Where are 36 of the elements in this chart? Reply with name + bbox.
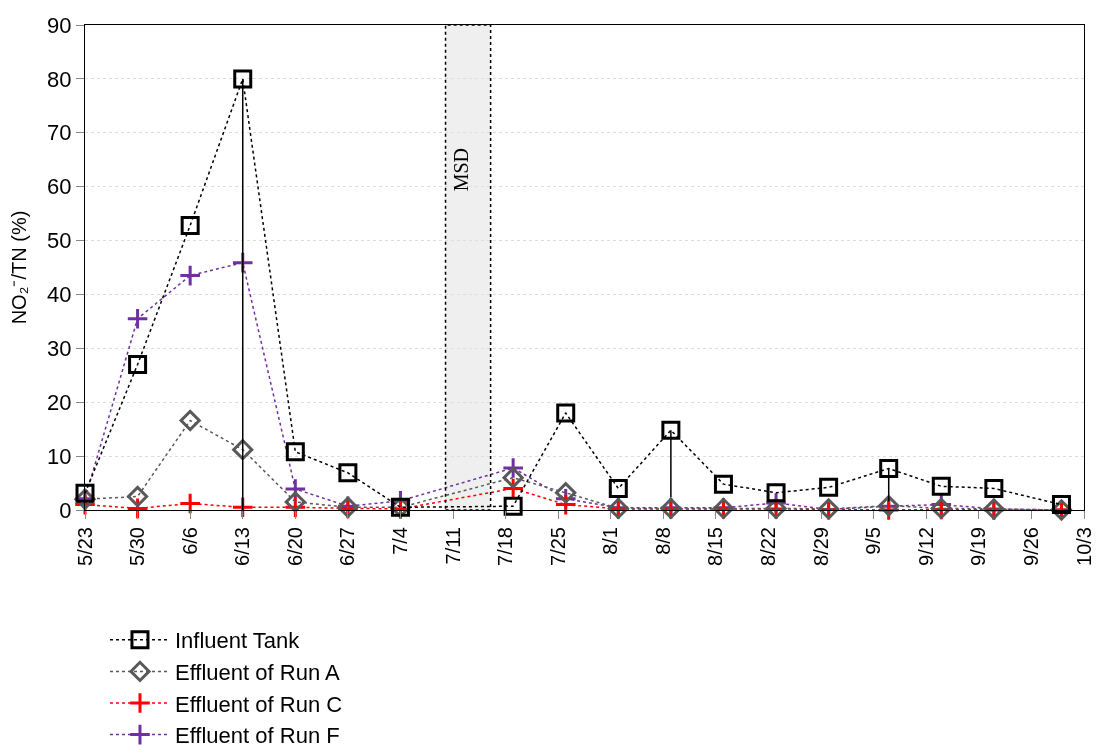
x-tick-label: 10/3 [1072, 527, 1095, 566]
x-tick-label: 6/27 [336, 527, 359, 566]
legend-label: Effluent of Run F [174, 723, 340, 749]
x-tick-label: 9/19 [967, 527, 990, 566]
x-tick-label: 5/23 [73, 527, 96, 566]
x-tick-label: 8/15 [704, 527, 727, 566]
x-tick-label: 5/30 [126, 527, 149, 566]
legend-label: Effluent of Run C [174, 691, 343, 717]
y-tick-label: 70 [47, 120, 72, 146]
x-tick-label: 6/6 [178, 527, 201, 555]
x-tick-label: 9/26 [1019, 527, 1042, 566]
y-tick-label: 80 [47, 66, 72, 92]
x-tick-label: 7/4 [388, 527, 411, 555]
x-tick-label: 8/8 [651, 527, 674, 555]
y-tick-label: 40 [47, 282, 72, 308]
x-tick-label: 8/1 [599, 527, 622, 555]
x-tick-label: 9/5 [862, 527, 885, 555]
y-axis-title: NO₂⁻/TN (%) [7, 210, 30, 325]
y-tick-label: 10 [47, 443, 72, 469]
y-tick-label: 30 [47, 336, 72, 362]
x-tick-label: 7/25 [546, 527, 569, 566]
x-tick-label: 6/20 [283, 527, 306, 566]
y-tick-label: 20 [47, 389, 72, 415]
legend-label: Effluent of Run A [174, 659, 341, 685]
y-tick-label: 90 [47, 12, 72, 38]
legend-label: Influent Tank [174, 628, 301, 654]
x-tick-label: 7/11 [441, 527, 464, 565]
x-tick-label: 8/29 [809, 527, 832, 566]
x-tick-label: 7/18 [494, 527, 517, 566]
y-tick-label: 60 [47, 174, 72, 200]
x-tick-label: 8/22 [757, 527, 780, 566]
x-tick-label: 9/12 [914, 527, 937, 566]
y-tick-label: 50 [47, 228, 72, 254]
y-tick-label: 0 [59, 497, 72, 523]
band-label: MSD [449, 147, 472, 192]
x-tick-label: 6/13 [231, 527, 254, 566]
